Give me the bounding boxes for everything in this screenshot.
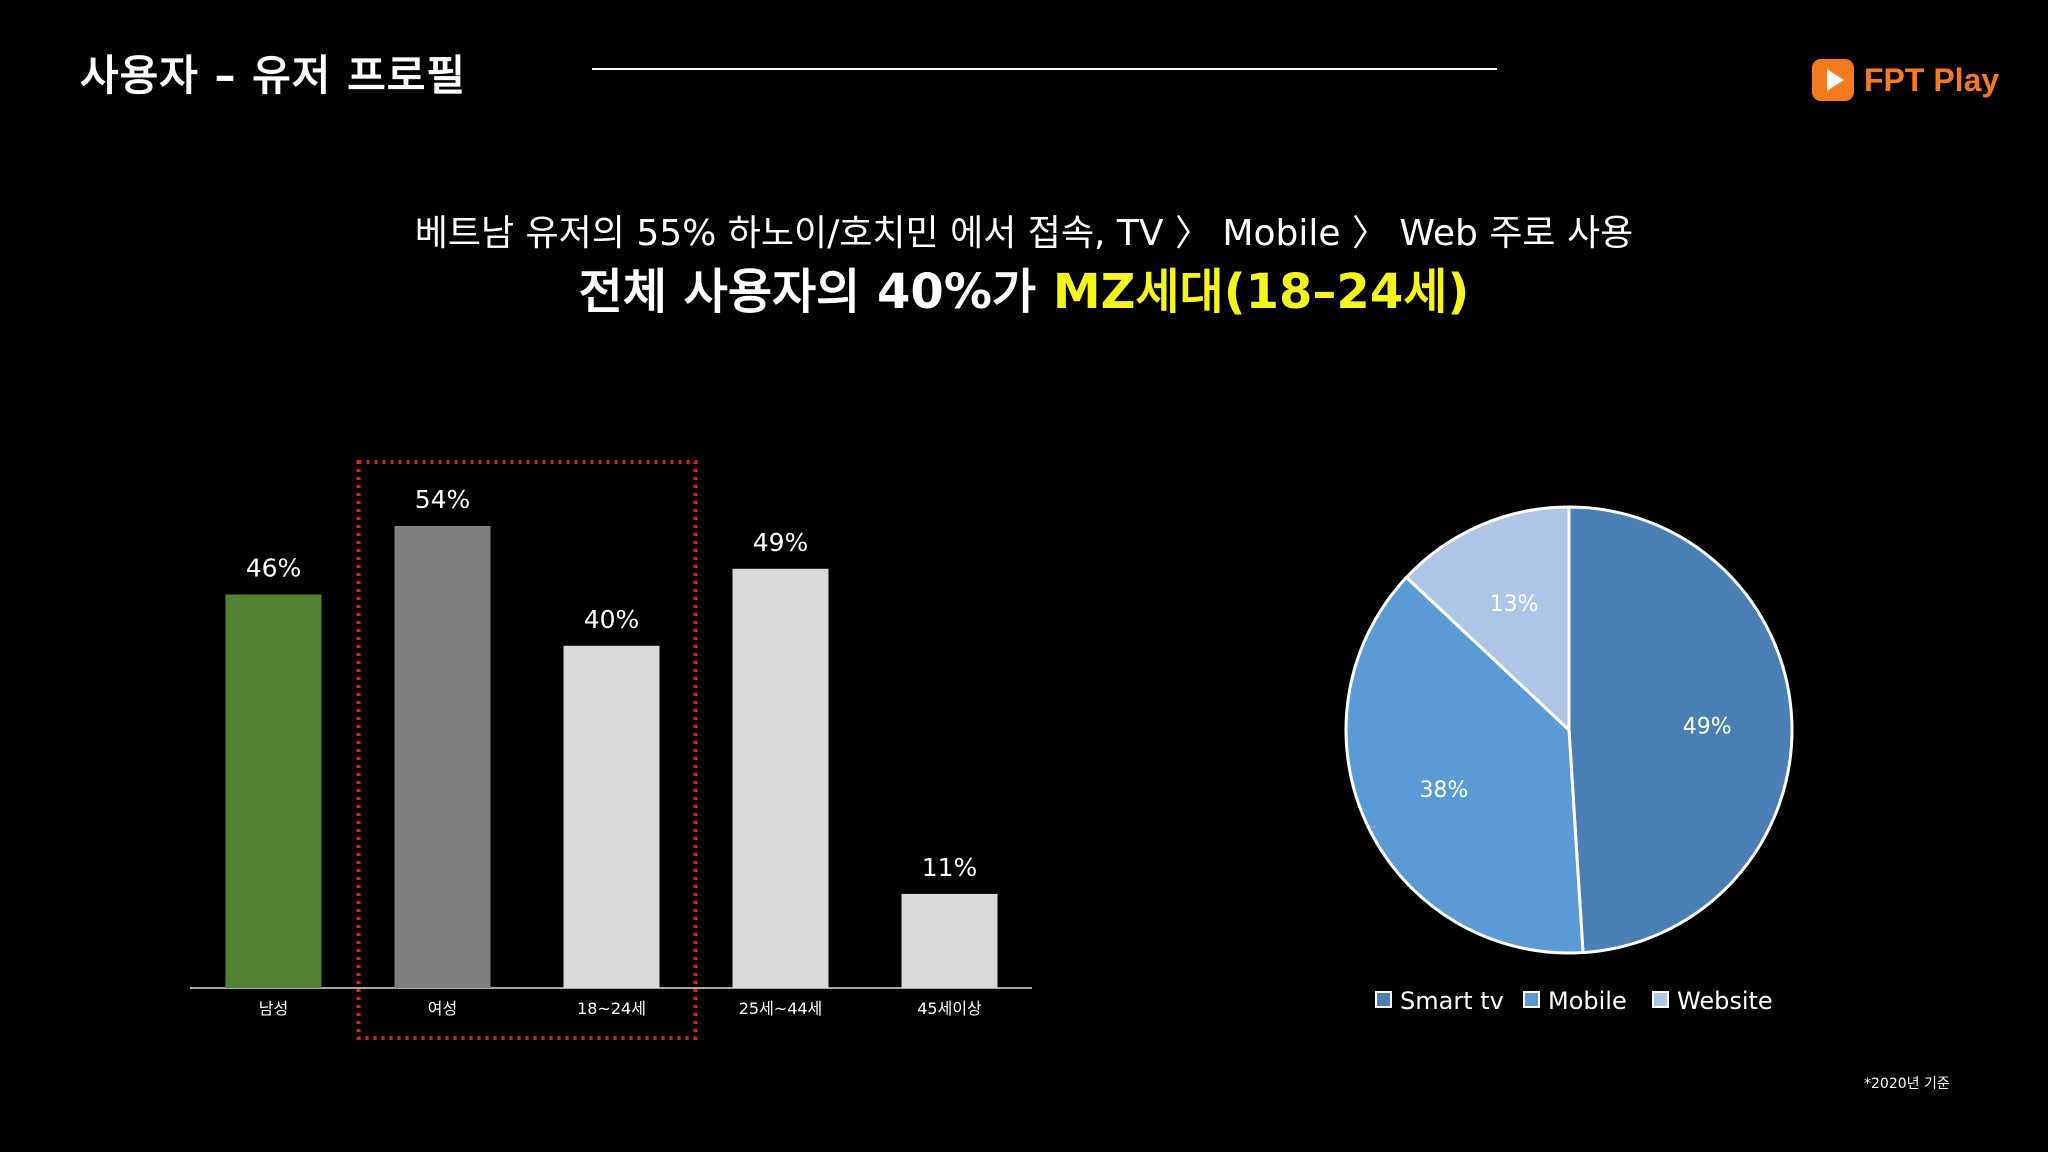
bar-value-label: 54%	[415, 485, 471, 514]
brand-logo: FPT Play	[1812, 58, 1999, 102]
bar-value-label: 11%	[922, 853, 978, 882]
slide-title: 사용자 – 유저 프로필	[80, 51, 466, 100]
bar-2	[394, 526, 491, 988]
pie-value-label: 49%	[1683, 715, 1732, 740]
pie-value-label: 13%	[1490, 592, 1539, 617]
bar-value-label: 40%	[584, 605, 640, 634]
legend-swatch	[1523, 991, 1540, 1008]
bar-value-label: 46%	[246, 553, 302, 582]
headline-line-2: 전체 사용자의 40%가 MZ세대(18–24세)	[0, 252, 2048, 322]
footnote: *2020년 기준	[1864, 1076, 1950, 1092]
bar-3	[563, 645, 660, 988]
bar-value-label: 49%	[753, 528, 809, 557]
brand-name: FPT Play	[1864, 61, 2000, 98]
highlight-box	[356, 460, 698, 1040]
legend-swatch	[1375, 991, 1392, 1008]
pie-slice-3	[1404, 505, 1571, 734]
bar-1	[225, 594, 322, 988]
headline-highlight: MZ세대(18–24세)	[1052, 264, 1470, 320]
bar-category-label: 여성	[428, 999, 457, 1018]
legend-label: Smart tv	[1400, 987, 1504, 1015]
pie-slice-2	[1344, 575, 1585, 955]
bar-4	[732, 568, 829, 988]
bar-category-label: 25세~44세	[739, 999, 823, 1018]
legend-label: Mobile	[1548, 987, 1627, 1015]
bar-5	[901, 893, 998, 988]
headline-line-2-prefix: 전체 사용자의 40%가	[578, 264, 1053, 320]
legend-label: Website	[1677, 987, 1773, 1015]
pie-value-label: 38%	[1419, 778, 1468, 803]
bar-category-label: 18~24세	[577, 999, 646, 1018]
title-divider	[592, 68, 1497, 70]
bar-category-label: 45세이상	[917, 999, 982, 1018]
pie-slice-1	[1567, 505, 1794, 955]
play-icon	[1812, 59, 1854, 101]
headline-line-1: 베트남 유저의 55% 하노이/호치민 에서 접속, TV 〉 Mobile 〉…	[414, 213, 1634, 254]
bar-category-label: 남성	[259, 999, 288, 1018]
legend-swatch	[1652, 991, 1669, 1008]
